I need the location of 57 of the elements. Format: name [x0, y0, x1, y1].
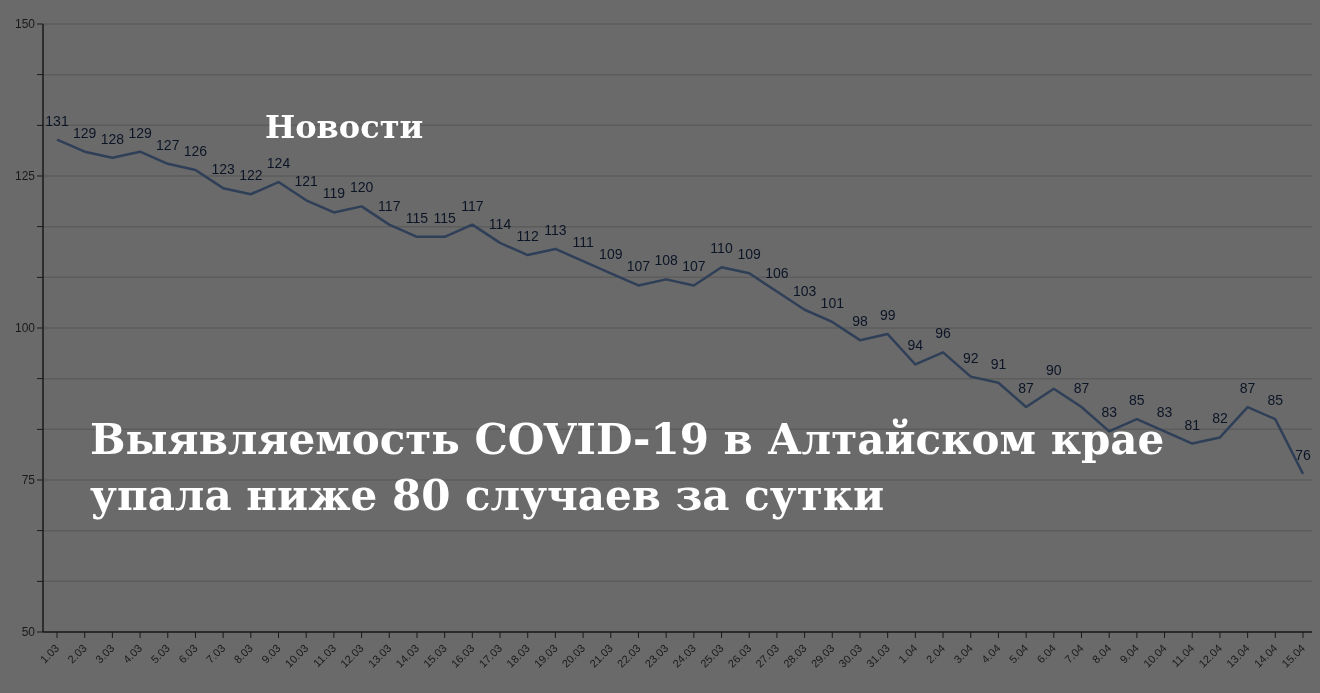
- y-tick-label: 75: [21, 473, 36, 488]
- data-label: 110: [710, 240, 733, 257]
- data-label: 129: [128, 124, 152, 141]
- data-label: 87: [1018, 380, 1035, 397]
- data-label: 109: [737, 246, 762, 263]
- data-label: 107: [682, 258, 706, 275]
- annotation: Новости: [265, 108, 424, 146]
- data-label: 117: [461, 197, 484, 214]
- data-label: 126: [183, 142, 208, 159]
- data-label: 87: [1239, 380, 1256, 397]
- data-label: 114: [488, 215, 512, 232]
- data-label: 83: [1156, 404, 1173, 421]
- x-tick-label: 7.03: [203, 641, 228, 666]
- data-label: 107: [626, 258, 651, 275]
- data-label: 101: [820, 294, 845, 311]
- y-tick-label: 100: [14, 321, 36, 336]
- data-label: 81: [1184, 416, 1201, 433]
- data-label: 83: [1101, 404, 1118, 421]
- data-label: 92: [962, 349, 979, 366]
- data-label: 119: [322, 185, 346, 202]
- data-label: 123: [211, 161, 236, 178]
- data-label: 131: [45, 112, 69, 129]
- data-label: 129: [73, 124, 97, 141]
- data-label: 82: [1212, 410, 1228, 427]
- data-label: 120: [349, 179, 374, 196]
- data-label: 124: [266, 155, 291, 172]
- data-label: 127: [156, 136, 180, 153]
- data-label: 87: [1073, 380, 1090, 397]
- data-label: 98: [852, 313, 868, 330]
- data-label: 96: [935, 325, 952, 342]
- x-tick-label: 4.04: [979, 641, 1003, 666]
- data-label: 90: [1046, 361, 1062, 378]
- data-label: 113: [544, 221, 567, 238]
- data-label: 109: [599, 246, 623, 263]
- y-tick-label: 150: [14, 17, 36, 32]
- data-label: 128: [100, 130, 125, 147]
- data-label: 106: [765, 264, 789, 281]
- data-label: 103: [792, 282, 817, 299]
- y-tick-label: 125: [14, 169, 36, 184]
- data-label: 85: [1267, 392, 1284, 409]
- x-tick-label: 3.03: [92, 641, 117, 666]
- data-label: 115: [433, 209, 457, 226]
- x-tick-label: 7.04: [1062, 641, 1086, 666]
- data-label: 117: [378, 197, 401, 214]
- data-label: 76: [1295, 446, 1311, 463]
- data-label: 111: [572, 234, 594, 251]
- data-label: 99: [879, 307, 896, 324]
- data-label: 91: [990, 355, 1007, 372]
- y-tick-label: 50: [21, 625, 36, 640]
- data-label: 85: [1129, 392, 1145, 409]
- data-label: 112: [516, 228, 540, 245]
- data-label: 122: [239, 167, 263, 184]
- data-label: 115: [405, 209, 429, 226]
- x-tick-label: 4.03: [120, 641, 145, 666]
- data-label: 94: [907, 337, 924, 354]
- data-label: 121: [294, 173, 319, 190]
- data-label: 108: [654, 252, 679, 269]
